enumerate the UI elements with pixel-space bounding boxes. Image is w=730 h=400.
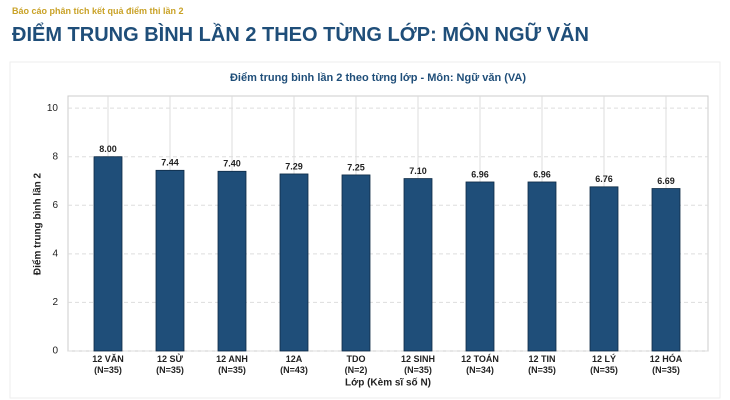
bar (155, 169, 185, 352)
x-tick-label: TDO (N=2) (345, 354, 368, 375)
report-subtitle: Báo cáo phân tích kết quả điểm thi lần 2 (12, 6, 184, 16)
x-tick-label: 12 LÝ (N=35) (590, 353, 618, 375)
value-label: 6.96 (471, 169, 489, 179)
chart-title: Điểm trung bình lần 2 theo từng lớp - Mô… (230, 72, 526, 84)
value-label: 7.10 (409, 166, 427, 176)
y-tick-label: 2 (52, 297, 58, 308)
bar (279, 173, 309, 352)
x-tick-label: 12 HÓA (N=35) (650, 353, 683, 375)
x-tick-label: 12 ANH (N=35) (216, 354, 248, 375)
bar (527, 181, 557, 352)
bar (651, 188, 681, 352)
value-label: 8.00 (99, 144, 117, 154)
x-tick-label: 12 SINH (N=35) (401, 354, 435, 375)
y-tick-label: 4 (52, 248, 58, 259)
bar (589, 186, 619, 352)
bar (341, 174, 371, 352)
x-tick-label: 12 SỬ (N=35) (156, 353, 184, 375)
value-label: 7.29 (285, 161, 303, 171)
y-tick-label: 0 (52, 346, 58, 357)
plot-frame (67, 95, 709, 352)
y-tick-label: 6 (52, 200, 58, 211)
value-label: 7.44 (161, 158, 179, 168)
bar (403, 178, 433, 352)
x-tick-label: 12 TIN (N=35) (528, 354, 556, 375)
bar (217, 170, 247, 352)
x-tick-label: 12 TOÁN (N=34) (461, 354, 499, 375)
value-label: 6.96 (533, 169, 551, 179)
x-axis-label: Lớp (Kèm sĩ số N) (345, 377, 431, 389)
value-label: 7.25 (347, 162, 365, 172)
report-title: ĐIỂM TRUNG BÌNH LẦN 2 THEO TỪNG LỚP: MÔN… (12, 24, 589, 46)
y-axis-label: Điểm trung bình lần 2 (32, 172, 44, 275)
y-tick-label: 10 (47, 103, 59, 114)
value-label: 6.69 (657, 176, 675, 186)
bar (93, 156, 123, 352)
x-tick-label: 12A (N=43) (280, 354, 308, 375)
value-label: 7.40 (223, 159, 241, 169)
bar (465, 181, 495, 352)
value-label: 6.76 (595, 174, 613, 184)
y-tick-label: 8 (52, 151, 58, 162)
x-tick-label: 12 VĂN (N=35) (92, 354, 124, 375)
